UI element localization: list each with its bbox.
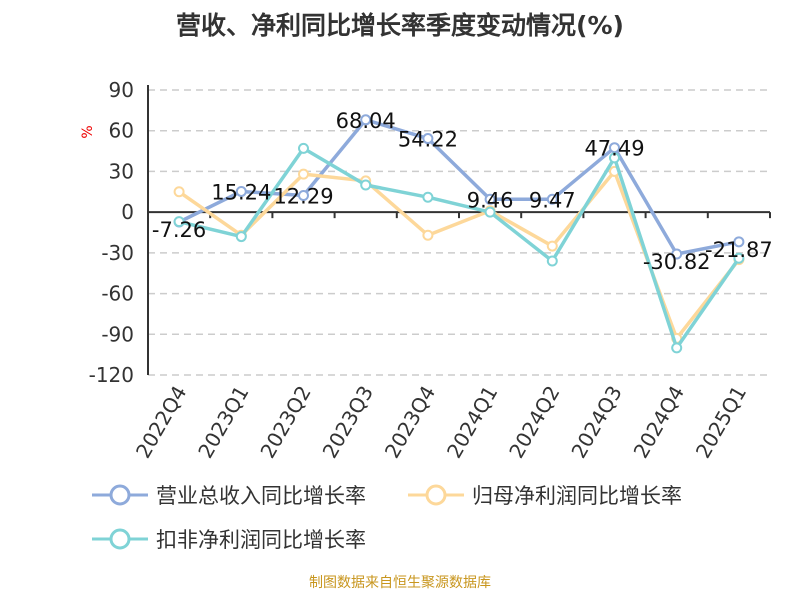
data-point [173, 216, 185, 228]
x-tick-label: 2024Q1 [442, 381, 502, 462]
data-label: 9.46 [467, 188, 514, 212]
y-tick-label: 90 [109, 78, 134, 102]
data-source: 制图数据来自恒生聚源数据库 [309, 575, 491, 591]
x-tick-label: 2023Q2 [255, 382, 315, 463]
data-point [733, 236, 745, 248]
data-label: 68.04 [336, 109, 396, 133]
x-tick-label: 2023Q1 [193, 382, 253, 463]
legend-label: 归母净利润同比增长率 [472, 484, 682, 508]
data-label: 54.22 [398, 128, 458, 152]
data-label: 9.47 [529, 188, 576, 212]
data-point [671, 342, 683, 354]
y-axis-label: % [80, 125, 96, 138]
data-point [298, 189, 309, 201]
data-point [235, 231, 247, 243]
legend-label: 营业总收入同比增长率 [156, 484, 366, 508]
data-point [484, 193, 496, 205]
data-point [235, 185, 247, 197]
y-tick-label: 60 [109, 119, 134, 143]
y-tick-label: -60 [101, 282, 134, 306]
x-tick-label: 2025Q1 [691, 382, 751, 463]
legend-marker-icon [92, 484, 148, 506]
legend-marker-icon [408, 484, 464, 506]
chart-title: 营收、净利同比增长率季度变动情况(%) [176, 11, 624, 40]
x-tick-label: 2024Q4 [629, 382, 689, 463]
x-tick-label: 2022Q4 [131, 382, 191, 463]
x-tick-label: 2023Q4 [380, 382, 440, 463]
y-tick-label: -90 [101, 322, 134, 346]
data-label: 47.49 [584, 137, 644, 161]
data-point [609, 152, 620, 164]
x-tick-label: 2024Q3 [566, 382, 626, 463]
y-tick-label: 0 [121, 200, 134, 224]
data-point [422, 229, 434, 241]
x-tick-label: 2023Q3 [318, 382, 378, 463]
data-label: -7.26 [152, 218, 206, 242]
data-point [360, 179, 372, 191]
data-point [173, 186, 185, 198]
legend-marker-icon [92, 528, 148, 550]
y-tick-label: -120 [89, 363, 134, 387]
legend-label: 扣非净利润同比增长率 [156, 528, 366, 552]
legend-item-deducted-net-profit[interactable]: 扣非净利润同比增长率 [92, 524, 366, 554]
data-point [671, 248, 683, 260]
data-label: 15.24 [211, 180, 271, 204]
data-label: 12.29 [273, 184, 333, 208]
data-point [546, 255, 558, 267]
data-point [422, 133, 434, 145]
legend-item-revenue[interactable]: 营业总收入同比增长率 [92, 480, 366, 510]
data-point [733, 252, 745, 264]
y-tick-label: -30 [101, 241, 134, 265]
data-point [360, 114, 372, 126]
data-point [298, 168, 309, 180]
data-label: -30.82 [643, 250, 711, 274]
data-point [546, 240, 558, 252]
data-point [609, 142, 620, 154]
data-label: -21.87 [705, 238, 773, 262]
data-point [298, 142, 309, 154]
legend-item-net-profit[interactable]: 归母净利润同比增长率 [408, 480, 682, 510]
data-point [546, 193, 558, 205]
x-tick-label: 2024Q2 [504, 382, 564, 463]
series-line [178, 146, 741, 350]
y-tick-label: 30 [109, 159, 134, 183]
data-point [422, 191, 434, 203]
data-point [484, 206, 496, 218]
